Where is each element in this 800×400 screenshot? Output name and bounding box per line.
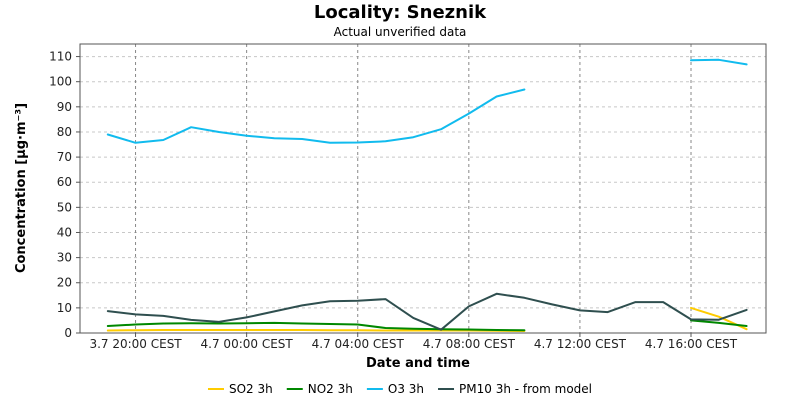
x-tick-label: 4.7 04:00 CEST	[312, 337, 405, 351]
legend-label: O3 3h	[388, 382, 424, 396]
y-tick-label: 110	[49, 50, 72, 64]
y-tick-label: 90	[57, 100, 72, 114]
x-tick-label: 4.7 16:00 CEST	[645, 337, 738, 351]
y-axis-title: Concentration [µg·m⁻³]	[14, 103, 29, 273]
x-axis-title: Date and time	[366, 356, 470, 371]
y-tick-label: 20	[57, 276, 72, 290]
series-0	[106, 306, 748, 332]
series-line-segment	[106, 292, 748, 331]
y-tick-label: 70	[57, 150, 72, 164]
chart-subtitle: Actual unverified data	[334, 25, 467, 39]
series-line-segment	[106, 321, 526, 332]
y-tick-label: 10	[57, 301, 72, 315]
y-tick-label: 30	[57, 251, 72, 265]
series-3	[106, 292, 748, 331]
x-axis-ticks: 3.7 20:00 CEST 4.7 00:00 CEST 4.7 04:00 CE…	[89, 333, 738, 351]
series-line-segment	[690, 319, 748, 327]
series-line-segment	[106, 88, 526, 144]
y-tick-label: 100	[49, 75, 72, 89]
series-2	[106, 58, 748, 144]
y-tick-label: 80	[57, 125, 72, 139]
grid-lines	[80, 44, 766, 333]
y-tick-label: 60	[57, 175, 72, 189]
legend-label: NO2 3h	[308, 382, 353, 396]
x-tick-label: 3.7 20:00 CEST	[89, 337, 182, 351]
series-lines	[106, 58, 748, 332]
legend-label: PM10 3h - from model	[459, 382, 592, 396]
chart-title: Locality: Sneznik	[314, 2, 487, 23]
series-line-segment	[690, 58, 748, 66]
plot-frame	[79, 43, 767, 334]
y-tick-label: 50	[57, 200, 72, 214]
x-tick-label: 4.7 12:00 CEST	[534, 337, 627, 351]
series-line-segment	[106, 329, 526, 332]
y-tick-label: 0	[64, 326, 72, 340]
legend: SO2 3h NO2 3h O3 3h PM10 3h - from model	[207, 382, 592, 396]
series-1	[106, 319, 748, 332]
legend-label: SO2 3h	[229, 382, 273, 396]
y-tick-label: 40	[57, 225, 72, 239]
y-axis-ticks: 0 10 20 30 40 50 60 70 80 90 100 110	[49, 50, 80, 340]
x-tick-label: 4.7 08:00 CEST	[423, 337, 516, 351]
x-tick-label: 4.7 00:00 CEST	[201, 337, 294, 351]
